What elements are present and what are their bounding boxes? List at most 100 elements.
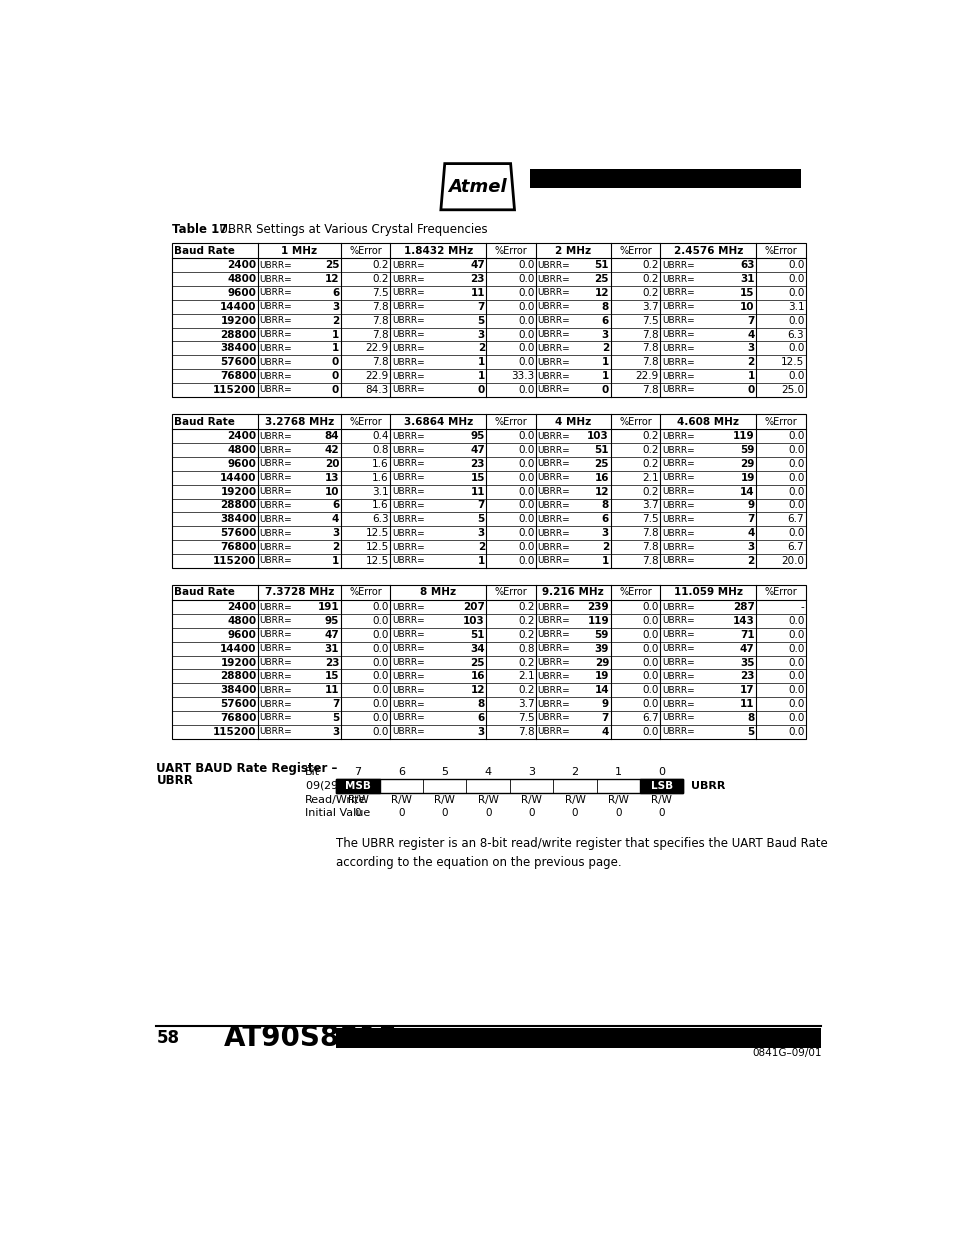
Text: 0.0: 0.0 (641, 616, 658, 626)
Text: 0.2: 0.2 (372, 274, 389, 284)
Text: 0.0: 0.0 (517, 445, 534, 454)
Text: UBRR=: UBRR= (259, 487, 292, 496)
Text: 0.0: 0.0 (517, 357, 534, 367)
Text: 42: 42 (324, 445, 339, 454)
Text: 115200: 115200 (213, 385, 256, 395)
Text: 103: 103 (587, 431, 608, 441)
Text: 3.1: 3.1 (372, 487, 389, 496)
Text: UBRR=: UBRR= (392, 432, 424, 441)
Bar (172, 414, 805, 568)
Text: 84.3: 84.3 (365, 385, 389, 395)
Text: 239: 239 (587, 603, 608, 613)
Text: UBRR=: UBRR= (661, 542, 694, 552)
Text: 1: 1 (332, 343, 339, 353)
Text: The UBRR register is an 8-bit read/write register that specifies the UART Baud R: The UBRR register is an 8-bit read/write… (335, 836, 827, 868)
Text: 10: 10 (740, 301, 754, 311)
Text: 0.2: 0.2 (517, 630, 534, 640)
Text: Initial Value: Initial Value (305, 809, 370, 819)
Text: UBRR=: UBRR= (661, 459, 694, 468)
Text: 2400: 2400 (227, 261, 256, 270)
Text: 5: 5 (441, 767, 448, 777)
Text: 51: 51 (594, 445, 608, 454)
Text: UBRR=: UBRR= (537, 289, 570, 298)
Text: UBRR=: UBRR= (661, 330, 694, 340)
Text: UBRR=: UBRR= (259, 645, 292, 653)
Text: Baud Rate: Baud Rate (174, 588, 234, 598)
Text: 7.8: 7.8 (641, 357, 658, 367)
Text: UBRR=: UBRR= (259, 316, 292, 325)
Text: MSB: MSB (345, 781, 371, 790)
Text: 19200: 19200 (220, 316, 256, 326)
Text: 7: 7 (332, 699, 339, 709)
Text: 47: 47 (740, 643, 754, 653)
Text: 12.5: 12.5 (781, 357, 803, 367)
Text: %Error: %Error (618, 416, 651, 426)
Text: 25.0: 25.0 (781, 385, 803, 395)
Text: UBRR=: UBRR= (392, 316, 424, 325)
Text: 0.0: 0.0 (641, 672, 658, 682)
Text: 0.2: 0.2 (517, 657, 534, 668)
Text: UBRR=: UBRR= (392, 630, 424, 640)
Text: 0.0: 0.0 (641, 657, 658, 668)
Text: 4800: 4800 (227, 616, 256, 626)
Text: 0.0: 0.0 (517, 514, 534, 525)
Text: 23: 23 (740, 672, 754, 682)
Text: 7.8: 7.8 (641, 330, 658, 340)
Text: UBRR=: UBRR= (661, 645, 694, 653)
Text: UBRR=: UBRR= (661, 432, 694, 441)
Text: 9600: 9600 (228, 459, 256, 469)
Text: UBRR=: UBRR= (259, 459, 292, 468)
Text: 0.0: 0.0 (517, 316, 534, 326)
Text: UBRR=: UBRR= (661, 616, 694, 625)
Text: 58: 58 (156, 1029, 179, 1047)
Text: 5: 5 (332, 713, 339, 722)
Text: R/W: R/W (477, 794, 498, 805)
Text: 14400: 14400 (220, 301, 256, 311)
Text: UBRR=: UBRR= (537, 529, 570, 537)
Text: 6.7: 6.7 (787, 542, 803, 552)
Text: UBRR=: UBRR= (661, 557, 694, 566)
Text: 12.5: 12.5 (365, 542, 389, 552)
Text: 0: 0 (601, 385, 608, 395)
Text: 2: 2 (746, 556, 754, 566)
Text: 3.2768 MHz: 3.2768 MHz (265, 416, 334, 426)
Text: 0.2: 0.2 (641, 459, 658, 469)
Text: 191: 191 (317, 603, 339, 613)
Text: UBRR=: UBRR= (259, 385, 292, 394)
Text: 47: 47 (470, 261, 484, 270)
Text: UBRR=: UBRR= (537, 385, 570, 394)
Text: %Error: %Error (618, 588, 651, 598)
Text: 0: 0 (397, 809, 404, 819)
Bar (335, 779, 682, 793)
Text: 3: 3 (746, 542, 754, 552)
Text: 0.2: 0.2 (372, 261, 389, 270)
Text: 0.0: 0.0 (372, 727, 389, 737)
Text: UBRR=: UBRR= (392, 529, 424, 537)
Text: 7: 7 (746, 316, 754, 326)
Text: 22.9: 22.9 (365, 343, 389, 353)
Text: 7.8: 7.8 (372, 316, 389, 326)
Text: 8: 8 (601, 301, 608, 311)
Bar (172, 585, 805, 739)
Text: 51: 51 (470, 630, 484, 640)
Bar (172, 243, 805, 396)
Text: 0: 0 (477, 385, 484, 395)
Text: 0.0: 0.0 (517, 385, 534, 395)
Text: 0.0: 0.0 (517, 473, 534, 483)
Text: 115200: 115200 (213, 727, 256, 737)
Text: 1 MHz: 1 MHz (281, 246, 317, 256)
Text: UBRR=: UBRR= (537, 630, 570, 640)
Text: UBRR=: UBRR= (537, 343, 570, 353)
Text: 6: 6 (332, 288, 339, 298)
Text: UBRR=: UBRR= (537, 542, 570, 552)
Text: 3: 3 (332, 529, 339, 538)
Text: 28800: 28800 (220, 500, 256, 510)
Text: 9600: 9600 (228, 288, 256, 298)
Text: UBRR=: UBRR= (661, 343, 694, 353)
Text: 0.0: 0.0 (787, 473, 803, 483)
Text: UBRR=: UBRR= (259, 616, 292, 625)
Text: 23: 23 (324, 657, 339, 668)
Text: 0.0: 0.0 (517, 487, 534, 496)
Text: 0: 0 (658, 809, 664, 819)
Text: 19: 19 (740, 473, 754, 483)
